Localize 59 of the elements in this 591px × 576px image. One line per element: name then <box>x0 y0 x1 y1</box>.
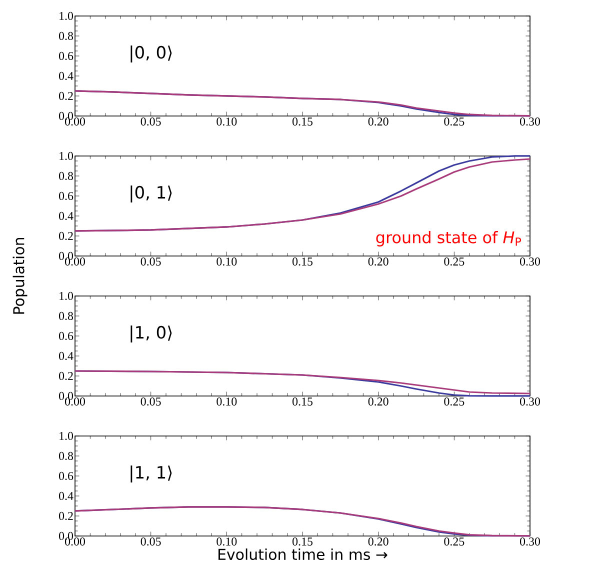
annotation: |0, 1⟩ <box>130 186 172 202</box>
x-tick-label: 0.25 <box>444 258 464 266</box>
y-tick-label: 0.0 <box>58 252 74 260</box>
x-tick-label: 0.00 <box>65 118 86 126</box>
x-tick-label: 0.05 <box>140 258 161 266</box>
x-tick-label: 0.00 <box>65 258 86 266</box>
y-tick-label: 0.4 <box>58 492 74 500</box>
x-tick-label: 0.10 <box>216 258 237 266</box>
y-tick-label: 1.0 <box>60 12 74 20</box>
y-axis-title: Population <box>12 238 28 314</box>
x-tick-label: 0.05 <box>140 538 161 546</box>
y-tick-label: 0.0 <box>58 392 74 400</box>
x-tick-label: 0.25 <box>444 398 464 406</box>
y-tick-label: 0.8 <box>58 32 74 40</box>
x-tick-label: 0.30 <box>520 398 540 406</box>
x-tick-label: 0.25 <box>444 538 464 546</box>
annotation: |1, 1⟩ <box>130 466 172 482</box>
x-tick-label: 0.05 <box>140 118 161 126</box>
y-tick-label: 0.2 <box>58 232 73 240</box>
x-tick-label: 0.25 <box>444 118 464 126</box>
y-tick-label: 0.4 <box>58 212 74 220</box>
y-tick-label: 0.6 <box>58 332 74 340</box>
x-tick-label: 0.20 <box>368 118 388 126</box>
y-tick-label: 0.0 <box>58 532 74 540</box>
x-tick-label: 0.30 <box>520 118 540 126</box>
x-tick-label: 0.20 <box>368 258 388 266</box>
x-tick-label: 0.10 <box>216 118 237 126</box>
y-tick-label: 0.4 <box>58 352 74 360</box>
x-tick-label: 0.15 <box>292 118 313 126</box>
x-tick-label: 0.10 <box>216 538 237 546</box>
annotation: ground state of H$_{P}$ <box>376 231 522 246</box>
x-tick-label: 0.30 <box>520 538 540 546</box>
y-tick-label: 1.0 <box>60 152 74 160</box>
y-tick-label: 0.0 <box>58 112 74 120</box>
y-tick-label: 0.4 <box>58 72 74 80</box>
x-tick-label: 0.00 <box>65 538 86 546</box>
y-tick-label: 0.8 <box>58 452 74 460</box>
x-tick-label: 0.05 <box>140 398 161 406</box>
annotation: |0, 0⟩ <box>130 46 172 62</box>
y-tick-label: 0.2 <box>58 92 73 100</box>
y-tick-label: 0.6 <box>58 52 74 60</box>
x-tick-label: 0.20 <box>368 538 388 546</box>
y-tick-label: 0.8 <box>58 172 74 180</box>
y-tick-label: 1.0 <box>60 292 74 300</box>
y-tick-label: 0.6 <box>58 472 74 480</box>
x-axis-title: Evolution time in ms → <box>218 548 388 560</box>
x-tick-label: 0.15 <box>292 258 313 266</box>
x-tick-label: 0.20 <box>368 398 388 406</box>
y-tick-label: 0.8 <box>58 312 74 320</box>
x-tick-label: 0.00 <box>65 398 86 406</box>
y-tick-label: 0.2 <box>58 512 73 520</box>
x-tick-label: 0.10 <box>216 398 237 406</box>
x-tick-label: 0.30 <box>520 258 540 266</box>
y-tick-label: 0.6 <box>58 192 74 200</box>
x-tick-label: 0.15 <box>292 398 313 406</box>
annotation: |1, 0⟩ <box>130 326 172 342</box>
x-tick-label: 0.15 <box>292 538 313 546</box>
y-tick-label: 0.2 <box>58 372 73 380</box>
y-tick-label: 1.0 <box>60 432 74 440</box>
